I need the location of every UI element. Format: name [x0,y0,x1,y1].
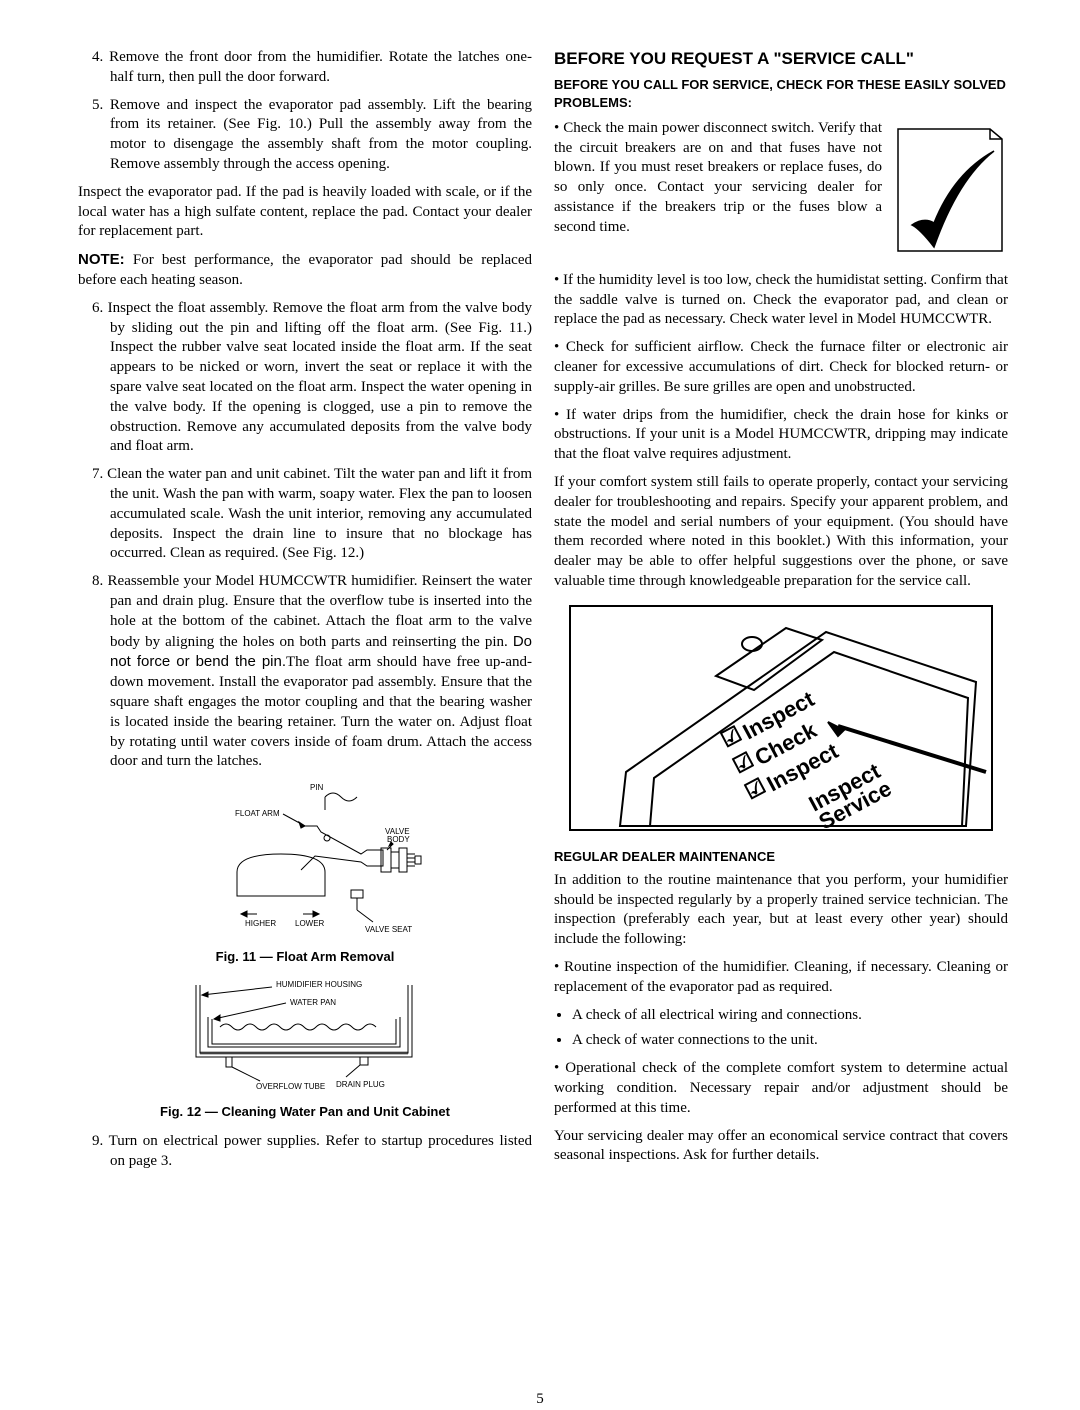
maint-3: A check of water connections to the unit… [572,1031,1008,1051]
note-text: For best performance, the evaporator pad… [78,252,532,288]
bullet-airflow: • Check for sufficient airflow. Check th… [554,338,1008,397]
label-lower: LOWER [295,919,325,928]
maint-list: A check of all electrical wiring and con… [554,1006,1008,1052]
maint-4: • Operational check of the complete comf… [554,1059,1008,1118]
dealer-intro-para: In addition to the routine maintenance t… [554,871,1008,950]
steps-list-a: 4. Remove the front door from the humidi… [78,48,532,175]
step-4: 4. Remove the front door from the humidi… [78,48,532,88]
label-valve-seat: VALVE SEAT [365,925,412,934]
steps-list-c: 9. Turn on electrical power supplies. Re… [78,1132,532,1172]
step-9: 9. Turn on electrical power supplies. Re… [78,1132,532,1172]
check-power-row: • Check the main power disconnect switch… [554,119,1008,261]
note-label: NOTE: [78,251,125,268]
note-para: NOTE: For best performance, the evaporat… [78,250,532,291]
label-float-arm: FLOAT ARM [235,809,280,818]
figure-11-caption: Fig. 11 — Float Arm Removal [78,948,532,965]
label-higher: HIGHER [245,919,276,928]
service-contract-para: Your servicing dealer may offer an econo… [554,1127,1008,1167]
label-pan: WATER PAN [290,998,336,1007]
bullet-drips: • If water drips from the humidifier, ch… [554,406,1008,465]
inspect-pad-para: Inspect the evaporator pad. If the pad i… [78,183,532,242]
contact-dealer-para: If your comfort system still fails to op… [554,473,1008,592]
float-arm-diagram: PIN FLOAT ARM VALVE BODY HIGHER LOWER VA… [175,782,435,942]
step-7: 7. Clean the water pan and unit cabinet.… [78,465,532,564]
figure-11: PIN FLOAT ARM VALVE BODY HIGHER LOWER VA… [78,782,532,965]
dealer-maintenance-heading: REGULAR DEALER MAINTENANCE [554,848,1008,865]
page-number: 5 [0,1390,1080,1410]
checkmark-icon [892,119,1008,261]
clipboard-illustration: ☑ Inspect ☑ Check ☑ Inspect Inspect Serv… [566,602,996,834]
step-8: 8. Reassemble your Model HUMCCWTR humidi… [78,572,532,772]
figure-12: HUMIDIFIER HOUSING WATER PAN OVERFLOW TU… [78,977,532,1120]
figure-12-caption: Fig. 12 — Cleaning Water Pan and Unit Ca… [78,1103,532,1120]
label-drain: DRAIN PLUG [336,1080,385,1089]
step-6: 6. Inspect the float assembly. Remove th… [78,299,532,457]
label-housing: HUMIDIFIER HOUSING [276,980,362,989]
label-overflow: OVERFLOW TUBE [256,1082,325,1091]
step-8-text-c: The float arm should have free up-and-do… [110,654,532,769]
step-5: 5. Remove and inspect the evaporator pad… [78,96,532,175]
before-call-subheading: BEFORE YOU CALL FOR SERVICE, CHECK FOR T… [554,76,1008,110]
bullet-humidity: • If the humidity level is too low, chec… [554,271,1008,330]
label-pin: PIN [310,783,324,792]
maint-1: • Routine inspection of the humidifier. … [554,958,1008,998]
water-pan-diagram: HUMIDIFIER HOUSING WATER PAN OVERFLOW TU… [160,977,450,1097]
steps-list-b: 6. Inspect the float assembly. Remove th… [78,299,532,772]
maint-2: A check of all electrical wiring and con… [572,1006,1008,1026]
step-8-text-a: 8. Reassemble your Model HUMCCWTR humidi… [92,573,532,649]
service-call-heading: BEFORE YOU REQUEST A "SERVICE CALL" [554,48,1008,70]
